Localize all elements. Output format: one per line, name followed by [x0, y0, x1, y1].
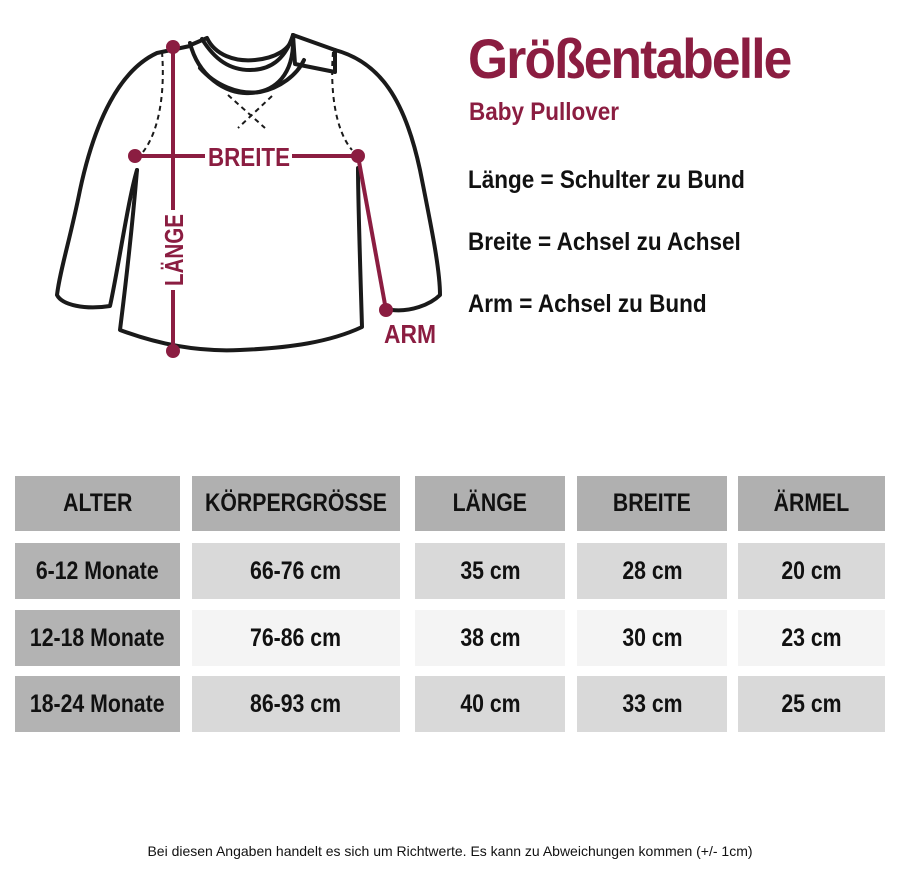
- table-cell-koerpergroesse: 76-86 cm: [192, 610, 400, 666]
- table-cell-koerpergroesse: 86-93 cm: [192, 676, 400, 732]
- cell-text: 12-18 Monate: [30, 623, 165, 652]
- cell-text: 86-93 cm: [250, 689, 342, 718]
- cell-text: KÖRPERGRÖSSE: [205, 489, 387, 517]
- breite-label: BREITE: [208, 142, 290, 172]
- header-cell-koerpergroesse: KÖRPERGRÖSSE: [192, 476, 400, 531]
- cell-text: 20 cm: [781, 556, 842, 585]
- header-cell-aermel: ÄRMEL: [738, 476, 885, 531]
- arm-label: ARM: [384, 319, 436, 349]
- cell-text: 6-12 Monate: [36, 556, 159, 585]
- header-cell-breite: BREITE: [577, 476, 727, 531]
- definition-breite: Breite = Achsel zu Achsel: [468, 228, 741, 256]
- table-cell-aermel: 25 cm: [738, 676, 885, 732]
- pullover-diagram: BREITE LÄNGE ARM: [55, 33, 442, 358]
- table-cell-breite: 33 cm: [577, 676, 727, 732]
- cell-text: LÄNGE: [452, 489, 528, 517]
- cell-text: 38 cm: [459, 623, 521, 652]
- table-cell-laenge: 40 cm: [415, 676, 565, 732]
- table-cell-alter: 6-12 Monate: [15, 543, 180, 599]
- table-cell-alter: 18-24 Monate: [15, 676, 180, 732]
- table-cell-laenge: 38 cm: [415, 610, 565, 666]
- table-cell-aermel: 20 cm: [738, 543, 885, 599]
- cell-text: ALTER: [62, 489, 133, 517]
- footnote: Bei diesen Angaben handelt es sich um Ri…: [147, 843, 753, 859]
- cell-text: 28 cm: [621, 556, 683, 585]
- cell-text: 66-76 cm: [250, 556, 342, 585]
- definition-laenge: Länge = Schulter zu Bund: [468, 166, 745, 194]
- definition-arm: Arm = Achsel zu Bund: [468, 290, 707, 318]
- table-cell-laenge: 35 cm: [415, 543, 565, 599]
- laenge-label: LÄNGE: [159, 214, 189, 286]
- header-cell-alter: ALTER: [15, 476, 180, 531]
- cell-text: 33 cm: [621, 689, 683, 718]
- table-cell-koerpergroesse: 66-76 cm: [192, 543, 400, 599]
- cell-text: 23 cm: [781, 623, 842, 652]
- page-title: Größentabelle: [468, 27, 792, 90]
- page-subtitle: Baby Pullover: [469, 98, 620, 126]
- cell-text: BREITE: [613, 489, 691, 517]
- cell-text: ÄRMEL: [773, 489, 850, 517]
- table-cell-alter: 12-18 Monate: [15, 610, 180, 666]
- table-cell-breite: 28 cm: [577, 543, 727, 599]
- table-cell-breite: 30 cm: [577, 610, 727, 666]
- cell-text: 25 cm: [781, 689, 842, 718]
- table-cell-aermel: 23 cm: [738, 610, 885, 666]
- cell-text: 30 cm: [621, 623, 683, 652]
- cell-text: 40 cm: [459, 689, 521, 718]
- cell-text: 76-86 cm: [250, 623, 342, 652]
- cell-text: 18-24 Monate: [30, 689, 165, 718]
- cell-text: 35 cm: [459, 556, 521, 585]
- header-cell-laenge: LÄNGE: [415, 476, 565, 531]
